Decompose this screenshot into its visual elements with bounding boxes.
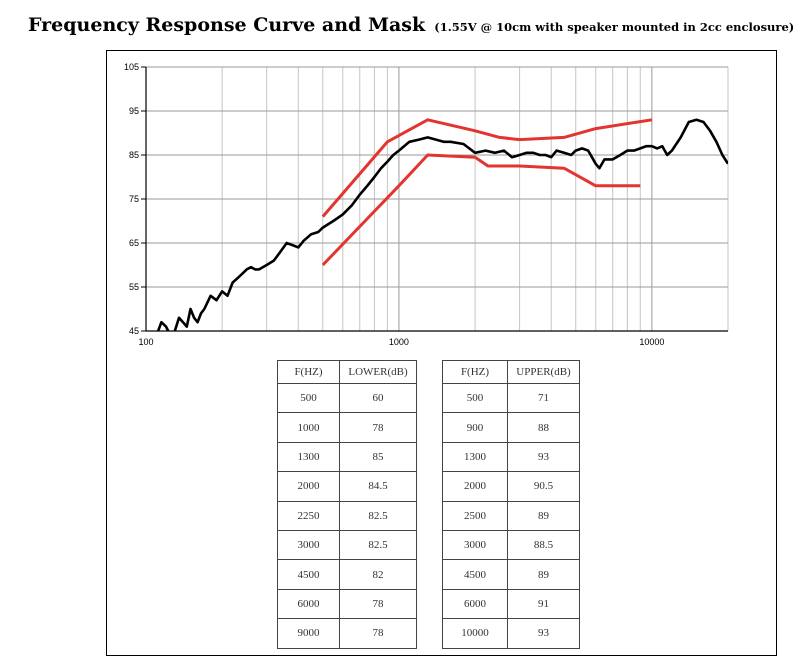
table-row: 9000 78 [277, 618, 417, 649]
column-header-frequency: F(HZ) [442, 360, 508, 384]
table-cell: 900 [442, 412, 508, 443]
table-row: 6000 78 [277, 588, 417, 620]
column-header-frequency: F(HZ) [277, 360, 340, 384]
table-cell: 93 [507, 618, 580, 649]
y-tick-label: 85 [129, 150, 139, 160]
chart-subtitle: (1.55V @ 10cm with speaker mounted in 2c… [434, 20, 795, 34]
table-cell: 1300 [277, 441, 340, 473]
table-row: 3000 88.5 [442, 529, 580, 561]
y-tick-label: 65 [129, 238, 139, 248]
column-header-lower: LOWER(dB) [339, 360, 417, 384]
table-cell: 3000 [442, 529, 508, 561]
table-row: 4500 82 [277, 559, 417, 590]
y-tick-label: 75 [129, 194, 139, 204]
upper-mask-table: F(HZ) UPPER(dB) 500 71 900 88 1300 93 2000 9… [442, 360, 580, 649]
table-cell: 93 [507, 441, 580, 473]
table-cell: 82.5 [339, 529, 417, 561]
table-cell: 91 [507, 588, 580, 620]
table-cell: 2500 [442, 500, 508, 531]
y-tick-label: 45 [129, 326, 139, 336]
table-row: 10000 93 [442, 618, 580, 649]
table-cell: 500 [442, 382, 508, 414]
table-row: 2000 84.5 [277, 471, 417, 502]
mask-tables: F(HZ) LOWER(dB) 500 60 1000 78 1300 85 2000… [277, 360, 580, 649]
y-tick-label: 55 [129, 282, 139, 292]
table-cell: 4500 [277, 559, 340, 590]
table-cell: 1300 [442, 441, 508, 473]
table-row: 2250 82.5 [277, 500, 417, 531]
table-cell: 78 [339, 588, 417, 620]
figure-frame [106, 50, 777, 656]
table-cell: 60 [339, 382, 417, 414]
table-cell: 89 [507, 500, 580, 531]
table-cell: 6000 [277, 588, 340, 620]
table-cell: 85 [339, 441, 417, 473]
table-row: 4500 89 [442, 559, 580, 590]
table-cell: 2000 [277, 471, 340, 502]
chart-title: Frequency Response Curve and Mask [28, 14, 426, 36]
table-row: 2000 90.5 [442, 471, 580, 502]
table-row: 500 60 [277, 382, 417, 414]
table-cell: 78 [339, 618, 417, 649]
table-row: 500 71 [442, 382, 580, 414]
chart-title-row: Frequency Response Curve and Mask (1.55V… [28, 14, 794, 36]
table-cell: 88.5 [507, 529, 580, 561]
table-cell: 9000 [277, 618, 340, 649]
table-cell: 82.5 [339, 500, 417, 531]
table-cell: 3000 [277, 529, 340, 561]
y-tick-label: 95 [129, 106, 139, 116]
y-tick-label: 105 [124, 62, 139, 72]
table-cell: 82 [339, 559, 417, 590]
table-cell: 2250 [277, 500, 340, 531]
table-cell: 71 [507, 382, 580, 414]
table-row: 1300 85 [277, 441, 417, 473]
table-row: 1300 93 [442, 441, 580, 473]
table-cell: 88 [507, 412, 580, 443]
lower-mask-table: F(HZ) LOWER(dB) 500 60 1000 78 1300 85 2000… [277, 360, 417, 649]
table-header-row: F(HZ) UPPER(dB) [442, 360, 580, 384]
table-header-row: F(HZ) LOWER(dB) [277, 360, 417, 384]
table-row: 3000 82.5 [277, 529, 417, 561]
lower-mask-line [321, 153, 641, 267]
upper-mask-line [321, 118, 653, 218]
response-curve-line [156, 118, 728, 331]
table-cell: 4500 [442, 559, 508, 590]
x-tick-label: 10000 [639, 337, 664, 347]
table-cell: 1000 [277, 412, 340, 443]
table-cell: 2000 [442, 471, 508, 502]
table-cell: 10000 [442, 618, 508, 649]
table-cell: 6000 [442, 588, 508, 620]
x-tick-label: 1000 [389, 337, 409, 347]
table-row: 900 88 [442, 412, 580, 443]
table-row: 2500 89 [442, 500, 580, 531]
column-header-upper: UPPER(dB) [507, 360, 580, 384]
x-tick-label: 100 [138, 337, 153, 347]
table-cell: 84.5 [339, 471, 417, 502]
table-row: 1000 78 [277, 412, 417, 443]
table-cell: 500 [277, 382, 340, 414]
table-cell: 89 [507, 559, 580, 590]
table-cell: 78 [339, 412, 417, 443]
table-cell: 90.5 [507, 471, 580, 502]
table-row: 6000 91 [442, 588, 580, 620]
